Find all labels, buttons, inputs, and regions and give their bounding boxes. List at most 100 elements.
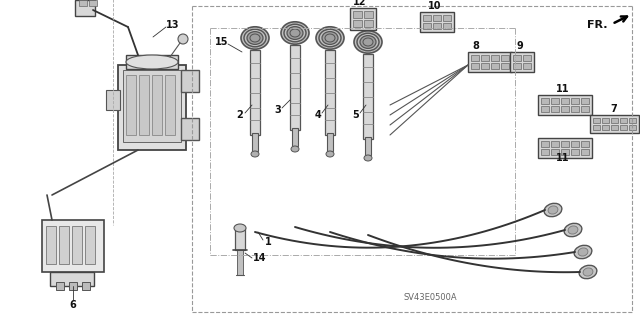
Text: FR.: FR. xyxy=(586,20,607,30)
Bar xyxy=(292,128,298,146)
Bar xyxy=(501,55,509,61)
Ellipse shape xyxy=(574,245,592,259)
Ellipse shape xyxy=(241,27,269,49)
Bar xyxy=(561,141,569,147)
Bar xyxy=(327,133,333,151)
Bar xyxy=(290,45,300,130)
Ellipse shape xyxy=(291,146,299,152)
Ellipse shape xyxy=(579,265,597,279)
Bar xyxy=(471,55,479,61)
Ellipse shape xyxy=(326,151,334,157)
Ellipse shape xyxy=(234,224,246,232)
Bar xyxy=(571,149,579,155)
Bar xyxy=(561,149,569,155)
Bar xyxy=(89,0,97,6)
Bar xyxy=(353,20,362,27)
Bar xyxy=(581,98,589,104)
Bar xyxy=(443,15,451,21)
Text: 14: 14 xyxy=(253,253,267,263)
Bar xyxy=(541,98,549,104)
Ellipse shape xyxy=(544,203,562,217)
Bar xyxy=(237,250,243,275)
Bar xyxy=(85,226,95,264)
Bar xyxy=(611,118,618,123)
Text: 8: 8 xyxy=(472,41,479,51)
Bar xyxy=(581,149,589,155)
Bar xyxy=(235,228,245,250)
Ellipse shape xyxy=(281,22,309,44)
Ellipse shape xyxy=(247,32,263,44)
Bar xyxy=(593,118,600,123)
Ellipse shape xyxy=(578,248,588,256)
Bar xyxy=(82,282,90,290)
Bar xyxy=(165,75,175,135)
Bar xyxy=(571,106,579,112)
Ellipse shape xyxy=(357,33,379,51)
Bar xyxy=(423,23,431,29)
Ellipse shape xyxy=(126,55,178,69)
Text: 15: 15 xyxy=(215,37,228,47)
Bar xyxy=(491,63,499,69)
Bar xyxy=(629,118,636,123)
Text: 2: 2 xyxy=(237,110,243,120)
Ellipse shape xyxy=(568,226,578,234)
Bar xyxy=(611,125,618,130)
Bar xyxy=(433,23,441,29)
Bar xyxy=(126,75,136,135)
Bar xyxy=(471,63,479,69)
Bar xyxy=(629,125,636,130)
Ellipse shape xyxy=(290,29,300,37)
Bar xyxy=(538,95,592,115)
Bar xyxy=(501,63,509,69)
Bar xyxy=(541,149,549,155)
Bar xyxy=(538,138,592,158)
Bar xyxy=(181,70,199,92)
Bar xyxy=(551,141,559,147)
Bar xyxy=(602,125,609,130)
Ellipse shape xyxy=(251,151,259,157)
Bar xyxy=(139,75,149,135)
Bar xyxy=(513,63,521,69)
Bar xyxy=(325,50,335,135)
Text: 6: 6 xyxy=(70,300,76,310)
Text: 11: 11 xyxy=(556,84,570,94)
Ellipse shape xyxy=(564,223,582,237)
Bar xyxy=(79,0,87,6)
Text: 1: 1 xyxy=(264,237,271,247)
Bar xyxy=(593,125,600,130)
Text: 5: 5 xyxy=(353,110,360,120)
Ellipse shape xyxy=(363,38,373,46)
Text: 12: 12 xyxy=(353,0,367,7)
Bar xyxy=(72,226,82,264)
Ellipse shape xyxy=(284,24,306,42)
Bar xyxy=(551,149,559,155)
Text: 13: 13 xyxy=(166,20,180,30)
Text: SV43E0500A: SV43E0500A xyxy=(403,293,457,302)
Bar xyxy=(433,15,441,21)
Bar xyxy=(420,12,454,32)
Text: 10: 10 xyxy=(428,1,442,11)
Bar xyxy=(50,272,94,286)
Bar xyxy=(69,282,77,290)
Bar xyxy=(541,106,549,112)
Bar xyxy=(551,98,559,104)
Ellipse shape xyxy=(325,34,335,42)
Bar xyxy=(468,52,512,72)
Bar xyxy=(364,20,373,27)
Bar xyxy=(571,141,579,147)
Bar xyxy=(365,137,371,155)
Bar xyxy=(123,70,181,142)
Bar xyxy=(363,54,373,139)
Bar xyxy=(581,141,589,147)
Ellipse shape xyxy=(316,27,344,49)
Bar xyxy=(75,0,95,16)
Bar xyxy=(42,220,104,272)
Bar xyxy=(443,23,451,29)
Bar xyxy=(561,98,569,104)
Ellipse shape xyxy=(322,32,338,44)
Bar xyxy=(523,55,531,61)
Bar xyxy=(353,11,362,18)
Bar xyxy=(602,118,609,123)
Text: 7: 7 xyxy=(611,104,618,114)
Ellipse shape xyxy=(364,155,372,161)
